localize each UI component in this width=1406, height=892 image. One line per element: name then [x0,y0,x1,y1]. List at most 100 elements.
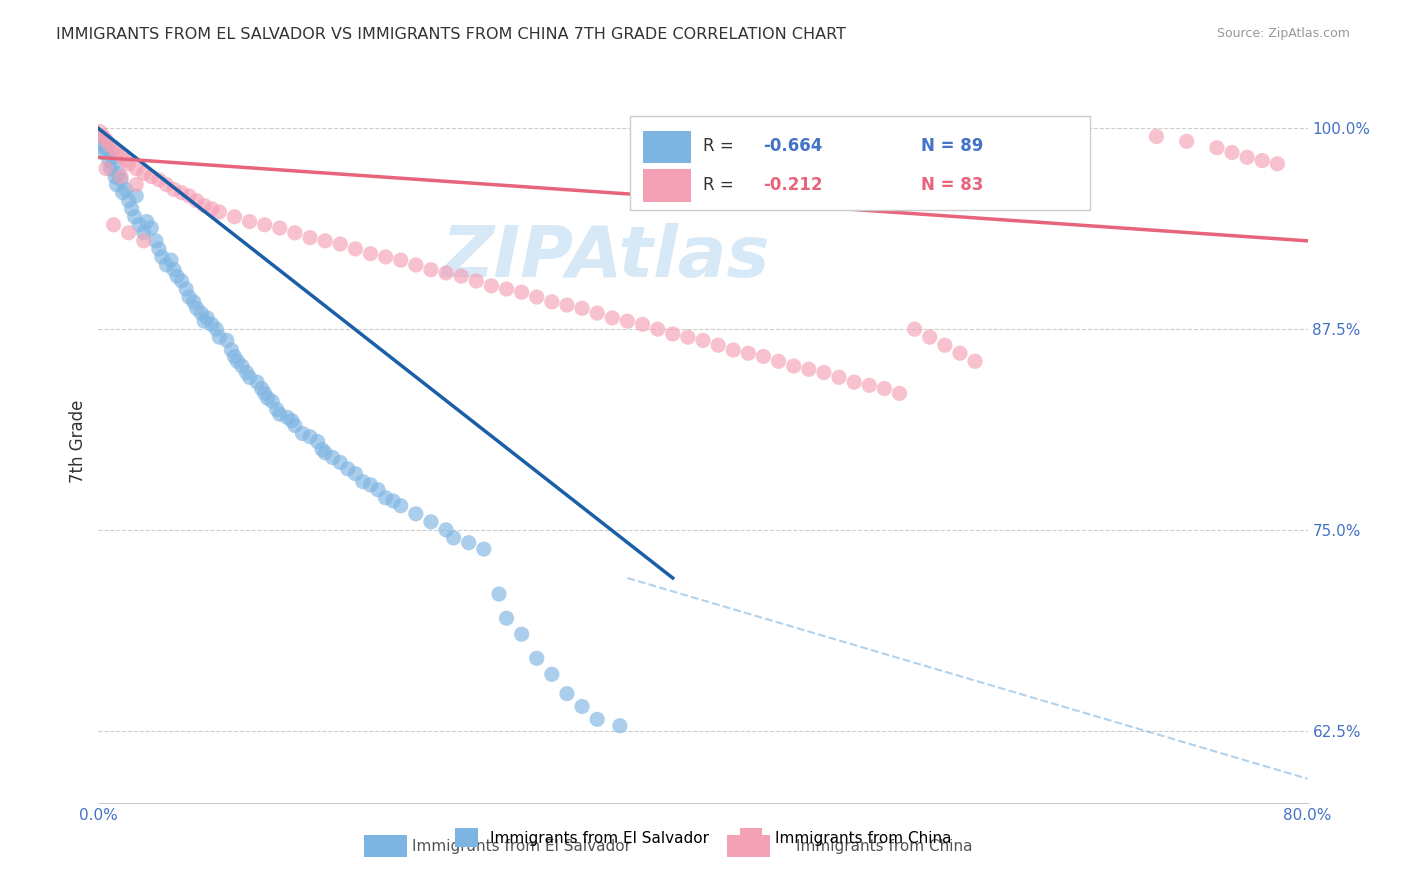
Immigrants from El Salvador [374,491,396,505]
Immigrants from El Salvador [183,294,205,309]
Immigrants from China [918,330,941,344]
Text: Immigrants from China: Immigrants from China [796,838,973,854]
Immigrants from El Salvador [163,262,186,277]
Immigrants from El Salvador [457,535,479,549]
Immigrants from China [904,322,927,336]
Immigrants from El Salvador [174,282,197,296]
Immigrants from El Salvador [246,375,269,389]
Immigrants from El Salvador [256,391,278,405]
Text: N = 83: N = 83 [921,176,983,194]
Immigrants from China [118,226,141,240]
Immigrants from China [813,366,835,380]
Immigrants from El Salvador [488,587,510,601]
Immigrants from China [186,194,208,208]
Immigrants from El Salvador [155,258,177,272]
Immigrants from China [752,350,775,364]
Immigrants from El Salvador [262,394,284,409]
Immigrants from China [1206,141,1229,155]
Immigrants from El Salvador [250,382,273,396]
Immigrants from El Salvador [208,330,231,344]
Immigrants from El Salvador [186,301,208,316]
Immigrants from China [465,274,488,288]
Text: IMMIGRANTS FROM EL SALVADOR VS IMMIGRANTS FROM CHINA 7TH GRADE CORRELATION CHART: IMMIGRANTS FROM EL SALVADOR VS IMMIGRANT… [56,27,846,42]
Immigrants from China [299,230,322,244]
Immigrants from China [1267,157,1289,171]
Immigrants from China [114,153,136,168]
Immigrants from El Salvador [125,189,148,203]
Immigrants from El Salvador [472,542,495,557]
Immigrants from El Salvador [100,161,122,176]
Immigrants from China [253,218,276,232]
Immigrants from El Salvador [121,202,143,216]
Immigrants from El Salvador [96,142,118,156]
Immigrants from China [103,218,125,232]
Immigrants from El Salvador [389,499,412,513]
Immigrants from China [450,269,472,284]
Immigrants from El Salvador [141,221,163,235]
Immigrants from China [155,178,177,192]
Immigrants from China [737,346,759,360]
Immigrants from El Salvador [253,386,276,401]
Immigrants from El Salvador [360,478,382,492]
Immigrants from China [269,221,291,235]
Immigrants from China [132,234,155,248]
Immigrants from El Salvador [148,242,170,256]
Immigrants from El Salvador [150,250,173,264]
Immigrants from China [828,370,851,384]
Immigrants from China [1220,145,1243,160]
Immigrants from China [239,214,262,228]
Immigrants from El Salvador [98,153,121,168]
Text: R =: R = [703,176,744,194]
Immigrants from China [329,237,352,252]
Immigrants from El Salvador [201,318,224,332]
Immigrants from China [91,129,114,144]
Immigrants from El Salvador [443,531,465,545]
Immigrants from El Salvador [235,366,257,380]
Immigrants from China [374,250,396,264]
Immigrants from El Salvador [193,314,215,328]
FancyBboxPatch shape [630,117,1090,211]
Immigrants from China [692,334,714,348]
Immigrants from El Salvador [420,515,443,529]
Immigrants from El Salvador [107,166,129,180]
Immigrants from China [676,330,699,344]
Legend: Immigrants from El Salvador, Immigrants from China: Immigrants from El Salvador, Immigrants … [449,822,957,853]
Immigrants from China [224,210,246,224]
Immigrants from China [389,253,412,268]
Immigrants from El Salvador [170,274,193,288]
Immigrants from El Salvador [495,611,517,625]
Immigrants from El Salvador [105,178,128,192]
Immigrants from China [163,182,186,196]
Immigrants from El Salvador [166,269,188,284]
Immigrants from El Salvador [284,418,307,433]
Immigrants from El Salvador [352,475,374,489]
Immigrants from El Salvador [281,414,304,428]
Immigrants from China [586,306,609,320]
Immigrants from El Salvador [510,627,533,641]
Immigrants from China [540,294,562,309]
Immigrants from China [631,318,654,332]
Immigrants from El Salvador [276,410,298,425]
Bar [643,131,690,163]
Immigrants from China [949,346,972,360]
Immigrants from El Salvador [344,467,367,481]
Immigrants from China [170,186,193,200]
Immigrants from China [125,161,148,176]
Text: Source: ZipAtlas.com: Source: ZipAtlas.com [1216,27,1350,40]
Immigrants from El Salvador [586,712,609,726]
Immigrants from El Salvador [314,446,336,460]
Immigrants from El Salvador [94,134,117,148]
Immigrants from China [110,149,132,163]
Immigrants from El Salvador [571,699,593,714]
Immigrants from El Salvador [269,407,291,421]
Immigrants from El Salvador [322,450,344,465]
Immigrants from China [723,343,745,357]
Immigrants from El Salvador [118,194,141,208]
Immigrants from China [889,386,911,401]
Immigrants from China [873,382,896,396]
Bar [643,169,690,202]
Text: -0.212: -0.212 [763,176,823,194]
Immigrants from China [616,314,638,328]
Immigrants from China [510,285,533,300]
Immigrants from El Salvador [291,426,314,441]
